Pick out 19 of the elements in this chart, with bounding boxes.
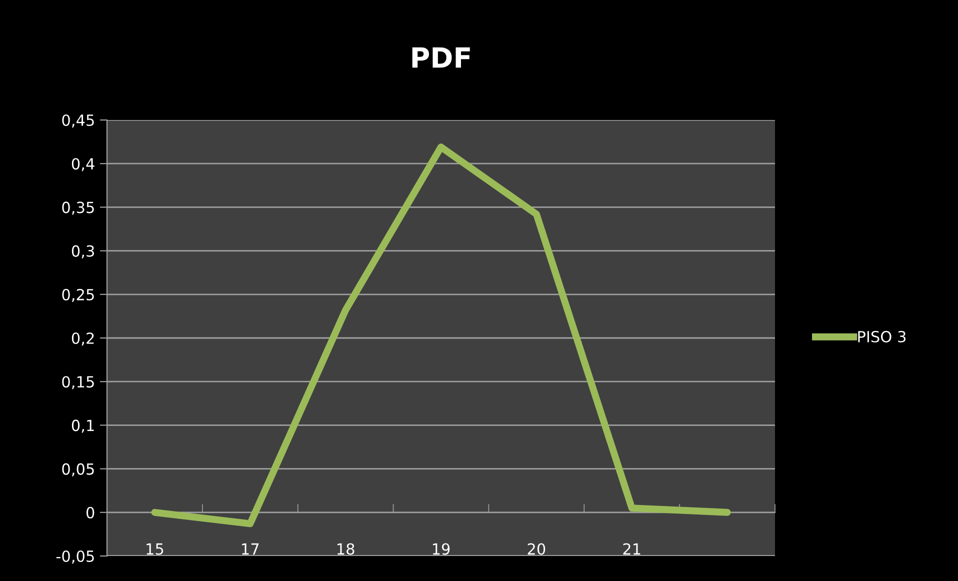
y-tick-label: 0,25 [62,288,94,302]
x-tick-label: 18 [338,543,354,555]
y-tick-label: 0,05 [62,463,94,476]
y-tick-label: 0,3 [72,245,94,258]
x-tick-label: 20 [528,543,546,555]
y-tick-label: -0,05 [56,550,94,564]
x-tick-label: 17 [242,543,259,555]
legend-label: PISO 3 [858,330,906,342]
x-tick-label: 19 [432,543,450,555]
y-tick-label: 0 [86,506,94,518]
y-tick-label: 0,2 [72,332,94,346]
x-tick-label: 15 [146,543,164,555]
y-tick-label: 0,4 [72,158,94,172]
chart-title: PDF [412,47,470,68]
y-tick-label: 0,45 [62,114,94,128]
y-tick-label: 0,35 [62,202,94,215]
x-tick-label: 21 [623,543,640,555]
y-tick-label: 0,15 [62,376,94,390]
y-tick-label: 0,1 [72,420,94,433]
